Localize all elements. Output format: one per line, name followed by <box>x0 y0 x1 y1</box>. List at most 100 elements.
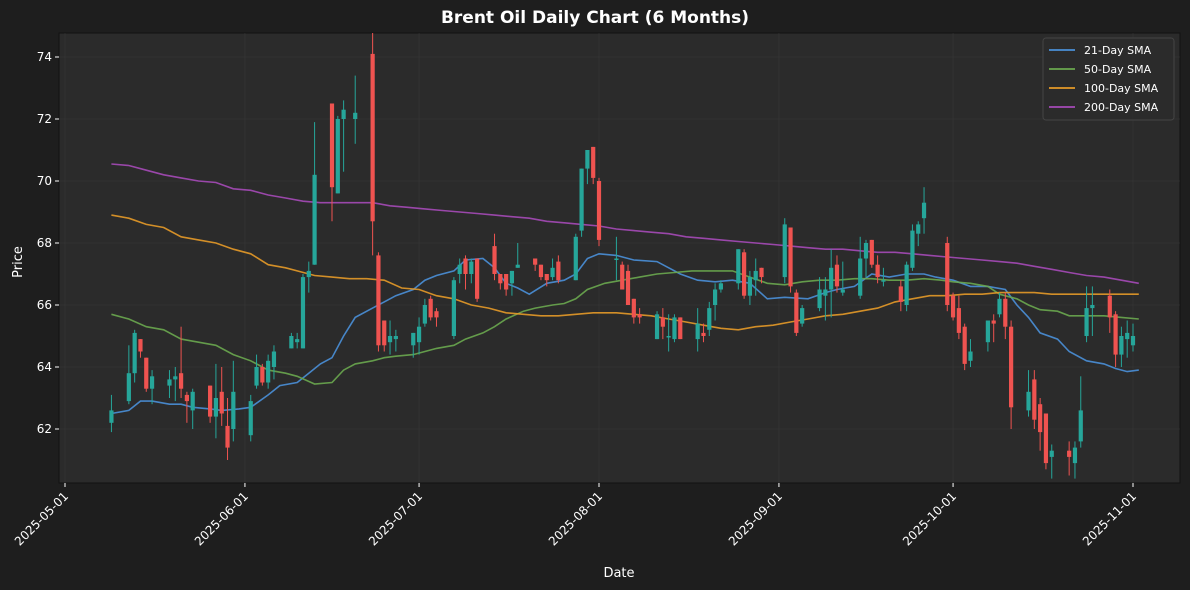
sma-lines <box>111 163 1139 415</box>
candle <box>370 33 375 256</box>
candle <box>335 115 340 194</box>
candle <box>126 345 131 405</box>
candle <box>950 292 956 321</box>
candle <box>945 236 950 312</box>
candle <box>219 367 224 426</box>
candle <box>585 150 590 185</box>
y-tick-label: 72 <box>37 112 52 126</box>
candle <box>451 277 456 340</box>
candle <box>875 255 880 284</box>
candle <box>411 332 416 358</box>
candle <box>138 339 143 358</box>
x-tick-label: 2025-08-01 <box>546 489 605 548</box>
legend-label: 100-Day SMA <box>1084 82 1159 95</box>
candle <box>393 329 398 352</box>
sma-line <box>111 270 1139 385</box>
candle <box>469 258 474 284</box>
candle <box>834 255 840 293</box>
candle <box>208 385 213 423</box>
candle <box>149 370 155 405</box>
candle <box>631 298 636 324</box>
candle <box>637 308 642 324</box>
candle <box>254 354 259 389</box>
legend-box <box>1042 37 1175 121</box>
candle <box>573 233 578 281</box>
grid-lines <box>59 33 1180 483</box>
candle <box>625 264 631 305</box>
candle <box>329 103 335 222</box>
candle <box>167 370 172 398</box>
candle <box>718 280 723 293</box>
sma-line <box>111 252 1139 415</box>
legend: 21-Day SMA 50-Day SMA 100-Day SMA 200-Day S… <box>1042 37 1175 121</box>
candle <box>956 295 961 340</box>
candle <box>184 391 189 423</box>
candle <box>416 317 422 355</box>
x-tick-label: 2025-10-01 <box>900 489 959 548</box>
candle <box>654 311 660 340</box>
legend-item: 21-Day SMA <box>1049 44 1152 57</box>
candle <box>840 261 845 296</box>
y-tick-label: 68 <box>37 236 52 250</box>
candle <box>707 301 712 336</box>
candle <box>509 270 515 296</box>
y-tick-label: 64 <box>37 360 52 374</box>
candle <box>712 283 718 321</box>
legend-label: 21-Day SMA <box>1084 44 1152 57</box>
candle <box>504 274 509 296</box>
legend-label: 200-Day SMA <box>1084 101 1159 114</box>
candle <box>132 329 137 383</box>
candle <box>376 252 381 352</box>
candle <box>1113 311 1118 367</box>
candle <box>144 357 149 392</box>
candle <box>422 298 427 327</box>
legend-item: 200-Day SMA <box>1049 101 1159 114</box>
candle <box>515 243 520 268</box>
candle <box>591 146 596 185</box>
y-tick-label: 62 <box>37 422 52 436</box>
candle <box>1090 286 1095 336</box>
candle <box>742 249 747 299</box>
candle <box>962 323 967 371</box>
candle <box>1078 376 1083 448</box>
candle <box>753 258 758 296</box>
candle <box>1026 370 1031 417</box>
y-axis: 62 64 66 68 70 72 74 <box>37 50 59 436</box>
candle <box>341 100 346 172</box>
candle <box>231 360 236 442</box>
candle <box>260 363 265 386</box>
x-tick-label: 2025-07-01 <box>366 489 425 548</box>
candle <box>1032 370 1037 429</box>
x-tick-label: 2025-11-01 <box>1080 489 1139 548</box>
x-tick-label: 2025-06-01 <box>192 489 251 548</box>
candle <box>289 332 294 349</box>
candle <box>985 320 990 352</box>
candle <box>312 122 317 265</box>
candle <box>1049 444 1054 479</box>
candle <box>782 218 787 284</box>
y-tick-label: 70 <box>37 174 52 188</box>
candle <box>817 277 822 312</box>
candle <box>295 332 300 349</box>
y-tick-label: 74 <box>37 50 52 64</box>
x-tick-label: 2025-05-01 <box>12 489 71 548</box>
candle <box>997 292 1002 318</box>
candle <box>823 277 828 321</box>
candle <box>1043 413 1049 470</box>
candle <box>1003 292 1008 340</box>
candle <box>1125 320 1130 358</box>
candle <box>858 236 863 299</box>
candle <box>1130 323 1136 352</box>
candle <box>1072 441 1078 479</box>
candle <box>387 320 393 355</box>
candle <box>614 236 619 281</box>
candle <box>910 224 915 271</box>
x-tick-label: 2025-09-01 <box>726 489 785 548</box>
legend-item: 100-Day SMA <box>1049 82 1159 95</box>
candle <box>544 274 549 287</box>
sma-line <box>111 214 1139 331</box>
candle <box>213 363 219 439</box>
candle <box>863 239 869 278</box>
candle <box>492 233 497 281</box>
candle <box>173 367 178 402</box>
